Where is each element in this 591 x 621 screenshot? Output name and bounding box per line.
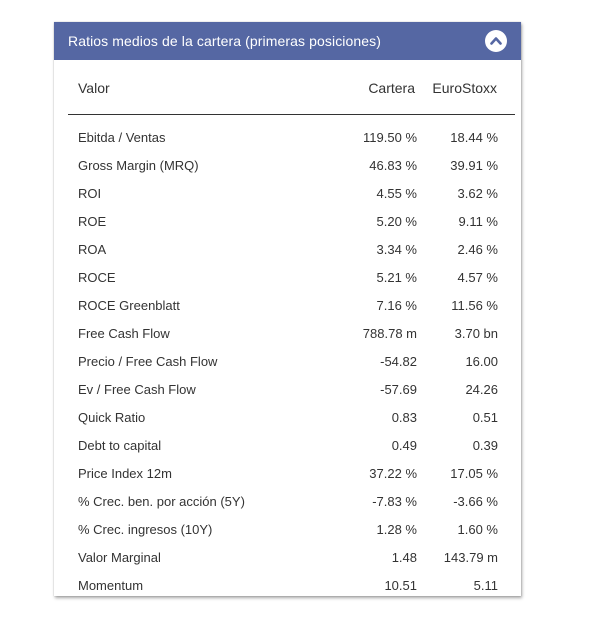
table-row: Ebitda / Ventas 119.50 % 18.44 %	[54, 124, 521, 152]
row-label: % Crec. ben. por acción (5Y)	[78, 494, 245, 509]
table-row: ROCE 5.21 % 4.57 %	[54, 264, 521, 292]
panel-header[interactable]: Ratios medios de la cartera (primeras po…	[54, 22, 521, 60]
cartera-value: 0.83	[391, 410, 417, 425]
table-row: Momentum 10.51 5.11	[54, 572, 521, 600]
eurostoxx-value: 0.51	[472, 410, 498, 425]
row-label: ROCE Greenblatt	[78, 298, 180, 313]
eurostoxx-value: 1.60 %	[457, 522, 498, 537]
cartera-value: 1.48	[391, 550, 417, 565]
table-row: Price Index 12m 37.22 % 17.05 %	[54, 460, 521, 488]
row-label: Debt to capital	[78, 438, 162, 453]
row-label: Momentum	[78, 578, 144, 593]
cartera-value: 5.21 %	[376, 270, 417, 285]
cartera-value: -57.69	[380, 382, 417, 397]
table-row: ROE 5.20 % 9.11 %	[54, 208, 521, 236]
cartera-value: 46.83 %	[369, 158, 417, 173]
eurostoxx-value: 0.39	[472, 438, 498, 453]
eurostoxx-value: 39.91 %	[450, 158, 498, 173]
row-label: Gross Margin (MRQ)	[78, 158, 199, 173]
cartera-value: 5.20 %	[376, 214, 417, 229]
table-row: Debt to capital 0.49 0.39	[54, 432, 521, 460]
table-row: Ev / Free Cash Flow -57.69 24.26	[54, 376, 521, 404]
panel-title: Ratios medios de la cartera (primeras po…	[68, 33, 382, 49]
row-label: ROE	[78, 214, 107, 229]
table-body: Ebitda / Ventas 119.50 % 18.44 % Gross Marg…	[54, 124, 521, 600]
table-row: ROCE Greenblatt 7.16 % 11.56 %	[54, 292, 521, 320]
table-row: % Crec. ben. por acción (5Y) -7.83 % -3.66…	[54, 488, 521, 516]
eurostoxx-value: 3.70 bn	[454, 326, 498, 341]
eurostoxx-value: 9.11 %	[458, 214, 498, 229]
eurostoxx-value: 11.56 %	[451, 298, 498, 313]
eurostoxx-value: -3.66 %	[453, 494, 498, 509]
eurostoxx-value: 3.62 %	[457, 186, 498, 201]
row-label: ROA	[78, 242, 107, 257]
row-label: Valor Marginal	[78, 550, 161, 565]
row-label: % Crec. ingresos (10Y)	[78, 522, 213, 537]
cartera-value: 788.78 m	[362, 326, 417, 341]
collapse-toggle-button[interactable]	[485, 30, 507, 52]
row-label: Free Cash Flow	[78, 326, 170, 341]
cartera-value: 37.22 %	[369, 466, 417, 481]
cartera-value: 0.49	[391, 438, 417, 453]
eurostoxx-value: 5.11	[473, 578, 498, 593]
eurostoxx-value: 143.79 m	[443, 550, 498, 565]
cartera-value: -54.82	[380, 354, 417, 369]
cartera-value: 1.28 %	[376, 522, 417, 537]
table-row: Quick Ratio 0.83 0.51	[54, 404, 521, 432]
eurostoxx-value: 18.44 %	[450, 130, 498, 145]
table-row: ROI 4.55 % 3.62 %	[54, 180, 521, 208]
table-row: % Crec. ingresos (10Y) 1.28 % 1.60 %	[54, 516, 521, 544]
column-header-eurostoxx: EuroStoxx	[432, 80, 497, 96]
row-label: Quick Ratio	[78, 410, 146, 425]
column-header-cartera: Cartera	[368, 80, 415, 96]
cartera-value: -7.83 %	[372, 494, 417, 509]
ratios-panel: Ratios medios de la cartera (primeras po…	[54, 22, 521, 596]
eurostoxx-value: 2.46 %	[457, 242, 498, 257]
table-header: Valor Cartera EuroStoxx	[54, 60, 521, 116]
cartera-value: 7.16 %	[376, 298, 417, 313]
header-divider	[68, 114, 515, 115]
eurostoxx-value: 24.26	[465, 382, 498, 397]
cartera-value: 10.51	[384, 578, 417, 593]
cartera-value: 4.55 %	[376, 186, 417, 201]
table-row: Free Cash Flow 788.78 m 3.70 bn	[54, 320, 521, 348]
cartera-value: 3.34 %	[376, 242, 417, 257]
chevron-up-icon	[490, 37, 502, 45]
cartera-value: 119.50 %	[363, 130, 417, 145]
row-label: Ev / Free Cash Flow	[78, 382, 196, 397]
row-label: Price Index 12m	[78, 466, 172, 481]
table-row: Precio / Free Cash Flow -54.82 16.00	[54, 348, 521, 376]
eurostoxx-value: 4.57 %	[457, 270, 498, 285]
eurostoxx-value: 17.05 %	[450, 466, 498, 481]
column-header-valor: Valor	[78, 80, 110, 96]
row-label: ROI	[78, 186, 102, 201]
table-row: Gross Margin (MRQ) 46.83 % 39.91 %	[54, 152, 521, 180]
row-label: Ebitda / Ventas	[78, 130, 166, 145]
table-row: Valor Marginal 1.48 143.79 m	[54, 544, 521, 572]
eurostoxx-value: 16.00	[465, 354, 498, 369]
row-label: Precio / Free Cash Flow	[78, 354, 218, 369]
table-row: ROA 3.34 % 2.46 %	[54, 236, 521, 264]
table: Valor Cartera EuroStoxx	[54, 60, 521, 116]
row-label: ROCE	[78, 270, 116, 285]
